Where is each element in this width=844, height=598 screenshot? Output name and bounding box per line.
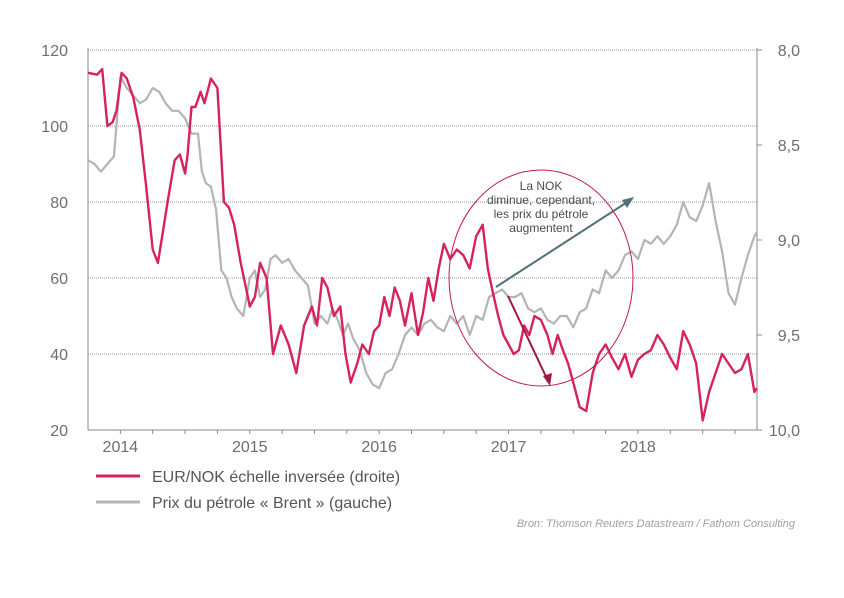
source-note: Bron: Thomson Reuters Datastream / Fatho… xyxy=(517,518,796,530)
x-tick-label: 2015 xyxy=(232,439,268,456)
series-line-brent xyxy=(87,75,758,390)
left-axis-ticks: 20 40 60 80 100 120 xyxy=(41,43,68,440)
left-tick-label: 20 xyxy=(50,423,68,440)
x-tick-label: 2017 xyxy=(491,439,527,456)
annotation-line-3: les prix du pétrole xyxy=(494,207,589,221)
annotation-line-4: augmentent xyxy=(509,221,573,235)
right-tick-label: 10,0 xyxy=(769,423,800,440)
x-axis-ticks: 2014 2015 2016 2017 2018 xyxy=(103,430,736,456)
gridlines xyxy=(88,49,757,355)
annotation-arrow-up xyxy=(495,198,633,288)
annotation-arrow-down xyxy=(507,295,550,384)
x-tick-label: 2016 xyxy=(361,439,397,456)
annotation: La NOK diminue, cependant, les prix du p… xyxy=(448,169,634,387)
series-line-eur-nok xyxy=(87,67,758,422)
right-tick-label: 8,5 xyxy=(778,138,800,155)
left-tick-label: 40 xyxy=(50,347,68,364)
annotation-ellipse xyxy=(448,169,634,387)
x-tick-label: 2014 xyxy=(103,439,139,456)
annotation-arrow-down-head xyxy=(543,373,552,386)
legend-label-brent: Prix du pétrole « Brent » (gauche) xyxy=(152,495,392,512)
right-tick-label: 9,0 xyxy=(778,233,800,250)
x-tick-label: 2018 xyxy=(620,439,656,456)
left-tick-label: 80 xyxy=(50,195,68,212)
annotation-line-1: La NOK xyxy=(520,179,563,193)
right-tick-label: 9,5 xyxy=(778,328,800,345)
axes xyxy=(87,48,758,431)
series-layer xyxy=(87,67,758,422)
annotation-line-2: diminue, cependant, xyxy=(487,193,595,207)
left-tick-label: 120 xyxy=(41,43,68,60)
legend-label-eur-nok: EUR/NOK échelle inversée (droite) xyxy=(152,469,400,486)
annotation-arrow-up-head xyxy=(622,197,634,208)
left-tick-label: 100 xyxy=(41,119,68,136)
right-axis-ticks: 8,0 8,5 9,0 9,5 10,0 xyxy=(757,43,800,440)
right-tick-label: 8,0 xyxy=(778,43,800,60)
legend: EUR/NOK échelle inversée (droite) Prix d… xyxy=(96,469,400,512)
left-tick-label: 60 xyxy=(50,271,68,288)
